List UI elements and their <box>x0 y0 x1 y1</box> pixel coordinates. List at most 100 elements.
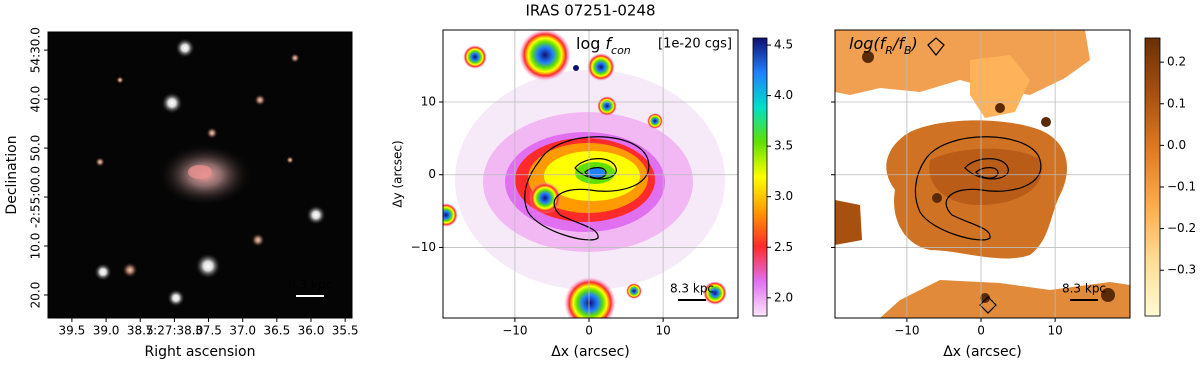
image-feature <box>290 53 300 63</box>
plot-frame <box>834 29 1131 319</box>
x-tick-label: 10 <box>655 324 670 338</box>
y-axis-label: Declination <box>4 135 20 214</box>
map-label-part: log <box>576 34 600 53</box>
map-label-part: ) <box>911 34 918 53</box>
image-feature <box>587 168 605 178</box>
x-tick-label: 10 <box>1047 324 1062 338</box>
colorbar <box>752 37 768 317</box>
colorbar-tick-label: 3.5 <box>774 139 793 153</box>
y-tick-label: 40.0 <box>29 86 43 113</box>
image-feature <box>703 281 727 305</box>
x-tick-label: 37.5 <box>195 324 222 338</box>
image-feature <box>835 200 862 245</box>
colorbar-tick-label: 0.1 <box>1167 96 1186 110</box>
image-feature <box>167 289 185 307</box>
x-tick-label: 39.5 <box>59 324 86 338</box>
colorbar-tick-label: 4.0 <box>774 88 793 102</box>
image-feature <box>116 76 124 84</box>
image-feature <box>1101 288 1115 302</box>
scale-bar-label: 8.3 kpc <box>670 282 714 296</box>
x-axis-label: Right ascension <box>145 344 256 360</box>
image-feature <box>574 158 617 180</box>
image-feature <box>647 113 663 129</box>
x-tick-label: 39.0 <box>93 324 120 338</box>
image-feature <box>94 263 112 281</box>
colorbar-tick-label: −0.3 <box>1167 263 1196 277</box>
image-feature <box>188 165 212 179</box>
image-feature <box>932 193 942 203</box>
image-feature <box>161 92 183 114</box>
x-tick-label: 7:27:38.0 <box>146 324 204 338</box>
image-feature <box>529 182 561 214</box>
y-tick-label: −10 <box>411 240 436 254</box>
y-tick-label: 54:30.0 <box>29 27 43 73</box>
map-label-part: log( <box>849 34 880 53</box>
colorbar-tick-label: 4.5 <box>774 38 793 52</box>
map-label-part: / <box>891 34 900 53</box>
colorbar-tick-label: 2.0 <box>774 290 793 304</box>
image-feature <box>862 51 874 63</box>
y-tick-label: 50.0 <box>29 135 43 162</box>
units-label: [1e-20 cgs] <box>658 37 732 52</box>
y-tick-label: 10.0 <box>29 233 43 260</box>
colorbar <box>1144 37 1161 317</box>
image-feature <box>927 37 997 314</box>
image-feature <box>206 127 218 139</box>
map-label-part: R <box>885 44 893 57</box>
image-feature <box>443 203 458 227</box>
map-label-part: f <box>880 34 888 53</box>
map-label-part: B <box>904 44 912 57</box>
image-feature <box>524 136 650 241</box>
x-tick-label: 0 <box>585 324 593 338</box>
scale-bar-label: 8.3 kpc <box>288 278 332 292</box>
image-feature <box>1041 117 1051 127</box>
image-feature <box>122 262 138 278</box>
map-label: log fcon <box>576 34 631 57</box>
map-label-part: f <box>898 34 906 53</box>
y-tick-label: -2:55:00.0 <box>29 166 43 228</box>
image-feature <box>914 136 1042 241</box>
colorbar-tick-label: 3.0 <box>774 189 793 203</box>
colorbar-tick-label: −0.1 <box>1167 179 1196 193</box>
plot-frame <box>47 31 353 319</box>
image-feature <box>286 156 294 164</box>
image-feature <box>995 103 1005 113</box>
image-feature <box>564 277 616 318</box>
y-axis-label: Δy (arcsec) <box>391 140 405 207</box>
colorbar-tick-label: −0.2 <box>1167 221 1196 235</box>
x-tick-label: −10 <box>894 324 919 338</box>
image-feature <box>463 45 487 69</box>
x-axis-label: Δx (arcsec) <box>551 344 630 360</box>
image-feature <box>880 280 1130 318</box>
y-tick-label: 0 <box>428 167 436 181</box>
x-tick-label: 38.5 <box>127 324 154 338</box>
x-tick-label: 36.0 <box>298 324 325 338</box>
color-map <box>835 30 1130 318</box>
scale-bar-label: 8.3 kpc <box>1062 282 1106 296</box>
y-tick-label: 10 <box>421 95 436 109</box>
x-tick-label: 35.5 <box>332 324 359 338</box>
x-tick-label: −10 <box>502 324 527 338</box>
map-label-part: con <box>611 44 631 57</box>
image-feature <box>254 94 266 106</box>
image-feature <box>587 53 615 81</box>
colorbar-tick-label: 2.5 <box>774 240 793 254</box>
chart-title: IRAS 07251-0248 <box>525 2 655 20</box>
x-tick-label: 36.5 <box>263 324 290 338</box>
image-feature <box>175 38 195 58</box>
map-label: log(fR/fB) <box>849 34 918 57</box>
colorbar-tick-label: 0.2 <box>1167 55 1186 69</box>
image-feature <box>584 167 607 179</box>
x-tick-label: 37.0 <box>229 324 256 338</box>
image-feature <box>597 96 617 116</box>
flux-map <box>443 30 738 318</box>
y-tick-label: 20.0 <box>29 282 43 309</box>
x-axis-label: Δx (arcsec) <box>943 344 1022 360</box>
image-feature <box>980 293 990 303</box>
x-tick-label: 0 <box>977 324 985 338</box>
image-feature <box>195 253 221 279</box>
image-feature <box>306 205 326 225</box>
rgb-image <box>48 32 352 318</box>
image-feature <box>519 30 571 81</box>
